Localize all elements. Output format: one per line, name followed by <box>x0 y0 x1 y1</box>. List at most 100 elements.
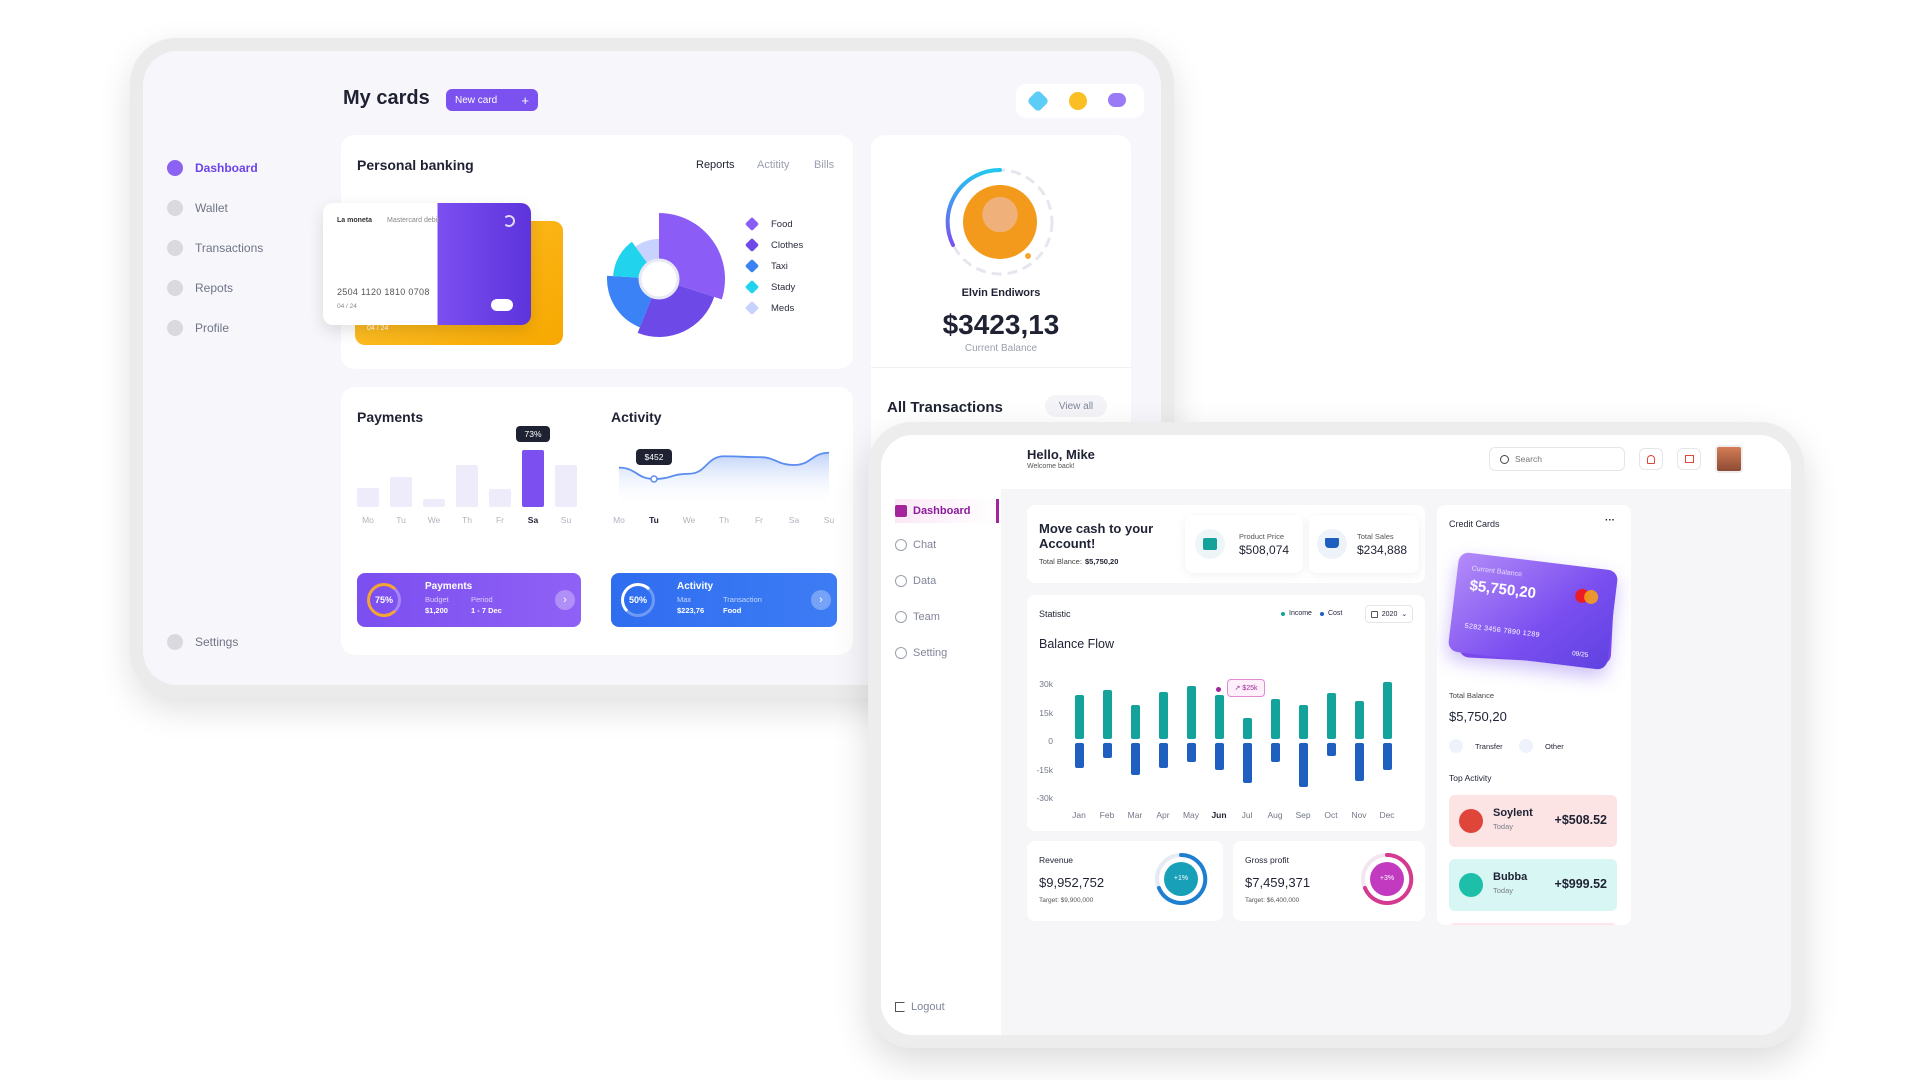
avatar[interactable] <box>963 185 1037 259</box>
cost-bar-jul[interactable] <box>1243 743 1252 783</box>
activity-point[interactable] <box>650 475 658 483</box>
income-bar-jan[interactable] <box>1075 695 1084 739</box>
month-label: Nov <box>1351 810 1367 820</box>
profile-name: Elvin Endiwors <box>961 287 1041 299</box>
logout-button[interactable]: Logout <box>895 997 999 1017</box>
annotation-badge: ↗ $25k <box>1227 679 1265 698</box>
sidebar-item-data[interactable]: Data <box>895 571 999 591</box>
cost-bar-oct[interactable] <box>1327 743 1336 757</box>
donut-slice-clothes[interactable] <box>637 285 715 337</box>
chevron-right-icon[interactable]: › <box>811 590 831 610</box>
income-bar-mar[interactable] <box>1131 704 1140 739</box>
y-tick-label: 30k <box>1039 679 1053 689</box>
income-bar-oct[interactable] <box>1327 693 1336 739</box>
income-bar-apr[interactable] <box>1159 691 1168 739</box>
payments-bar-we[interactable] <box>423 499 445 507</box>
flag-button[interactable] <box>1677 448 1701 470</box>
gross-profit-value: $7,459,371 <box>1245 875 1311 890</box>
sidebar-item-transactions[interactable]: Transactions <box>167 237 263 259</box>
snow-icon[interactable] <box>1026 89 1050 113</box>
revenue-progress-ring <box>1155 852 1208 905</box>
search-box[interactable] <box>1489 447 1625 471</box>
search-input[interactable] <box>1515 454 1611 464</box>
transaction-value: Food <box>723 606 742 615</box>
month-label: May <box>1182 810 1200 820</box>
payments-bar-sa[interactable] <box>522 450 544 507</box>
year-select[interactable]: 2020 ⌄ <box>1365 605 1413 623</box>
cost-bar-jun[interactable] <box>1215 743 1224 770</box>
donut-slice-meds[interactable] <box>635 239 659 263</box>
new-card-button[interactable]: New card + <box>446 89 538 111</box>
dashboard-icon <box>895 505 907 517</box>
cost-bar-sep[interactable] <box>1299 743 1308 787</box>
sidebar-item-dashboard[interactable]: Dashboard <box>895 499 999 523</box>
activity-item-bubba[interactable]: Bubba Today +$999.52 <box>1449 859 1617 911</box>
sidebar-item-setting[interactable]: Setting <box>895 643 999 663</box>
cost-bar-may[interactable] <box>1187 743 1196 762</box>
cost-bar-nov[interactable] <box>1355 743 1364 781</box>
cloud-icon[interactable] <box>1108 93 1126 107</box>
tab-reports[interactable]: Reports <box>696 159 735 171</box>
income-bar-jun[interactable] <box>1215 695 1224 739</box>
payments-bar-fr[interactable] <box>489 488 511 507</box>
sidebar-item-wallet[interactable]: Wallet <box>167 197 228 219</box>
payments-summary-pill[interactable]: 75% Payments Budget $1,200 Period 1 - 7 … <box>357 573 581 627</box>
sun-icon[interactable] <box>1069 92 1087 110</box>
payments-bar-su[interactable] <box>555 465 577 507</box>
sidebar-item-label: Wallet <box>195 201 228 215</box>
sidebar-item-chat[interactable]: Chat <box>895 535 999 555</box>
donut-slice-taxi[interactable] <box>607 275 652 328</box>
income-bar-jul[interactable] <box>1243 718 1252 739</box>
sidebar-item-reports[interactable]: Repots <box>167 277 233 299</box>
cost-bar-aug[interactable] <box>1271 743 1280 762</box>
activity-summary-pill[interactable]: 50% Activity Max $223,76 Transaction Foo… <box>611 573 837 627</box>
cost-bar-mar[interactable] <box>1131 743 1140 776</box>
payments-bar-th[interactable] <box>456 465 478 507</box>
more-icon[interactable]: ··· <box>1605 515 1615 526</box>
card-toggle[interactable] <box>491 299 513 311</box>
sidebar-item-team[interactable]: Team <box>895 607 999 627</box>
product-price-tile[interactable]: Product Price $508,074 <box>1185 515 1303 573</box>
cost-bar-jan[interactable] <box>1075 743 1084 768</box>
activity-item-soylent[interactable]: Soylent Today +$508.52 <box>1449 795 1617 847</box>
balance-flow-chart: 30k 15k 0 -15k -30k Jan Feb Mar Apr May Jun ↗ $25k J… <box>1027 671 1425 827</box>
activity-time: Today <box>1493 822 1514 831</box>
activity-item-rocike[interactable]: Rocike+$792.52 <box>1449 923 1617 925</box>
gross-profit-target: Target: $6,400,000 <box>1245 897 1300 904</box>
donut-slice-stady[interactable] <box>613 241 648 278</box>
total-sales-tile[interactable]: Total Sales $234,888 <box>1309 515 1419 573</box>
notification-button[interactable] <box>1639 448 1663 470</box>
view-all-button[interactable]: View all <box>1045 395 1107 417</box>
payments-bar-mo[interactable] <box>357 487 379 507</box>
primary-bank-card[interactable]: La moneta Mastercard debit 2504 1120 181… <box>323 203 531 325</box>
chevron-right-icon[interactable]: › <box>555 590 575 610</box>
sidebar-item-settings[interactable]: Settings <box>167 631 238 653</box>
payments-bar-tu[interactable] <box>390 477 412 507</box>
sidebar-item-dashboard[interactable]: Dashboard <box>167 157 258 179</box>
sidebar-item-profile[interactable]: Profile <box>167 317 229 339</box>
credit-card[interactable]: Current Balance $5,750,20 5282 3456 7890… <box>1447 551 1619 671</box>
status-dot <box>1023 251 1033 261</box>
income-bar-feb[interactable] <box>1103 689 1112 739</box>
cost-bar-feb[interactable] <box>1103 743 1112 759</box>
profile-icon <box>167 320 183 336</box>
donut-slice-food[interactable] <box>659 213 725 300</box>
activity-amount: +$508.52 <box>1554 813 1607 827</box>
tab-activity[interactable]: Actitity <box>757 159 790 171</box>
cost-bar-dec[interactable] <box>1383 743 1392 770</box>
legend-label: Stady <box>771 281 796 293</box>
period-label: Period <box>471 595 493 604</box>
income-bar-aug[interactable] <box>1271 699 1280 739</box>
other-button[interactable]: Other <box>1519 739 1564 753</box>
tab-bills[interactable]: Bills <box>814 159 835 171</box>
cost-bar-apr[interactable] <box>1159 743 1168 768</box>
income-bar-may[interactable] <box>1187 685 1196 739</box>
month-label: Oct <box>1324 810 1338 820</box>
avatar[interactable] <box>1715 445 1743 473</box>
chat-icon <box>895 539 907 551</box>
transfer-button[interactable]: Transfer <box>1449 739 1503 753</box>
activity-day-label: Th <box>719 515 729 525</box>
income-bar-dec[interactable] <box>1383 682 1392 739</box>
income-bar-sep[interactable] <box>1299 704 1308 739</box>
income-bar-nov[interactable] <box>1355 701 1364 739</box>
